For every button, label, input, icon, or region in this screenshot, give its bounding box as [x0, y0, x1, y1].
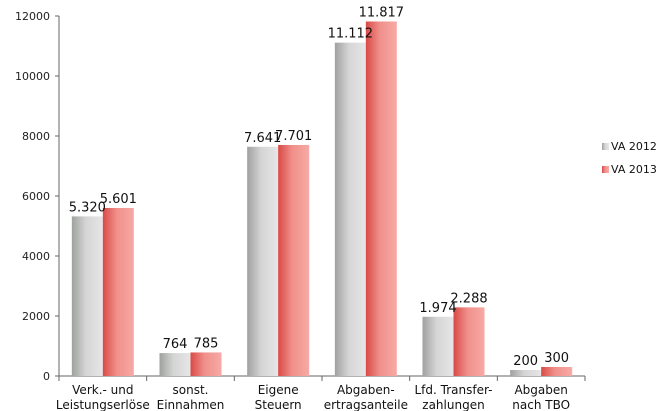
x-tick-label: nach TBO: [512, 398, 570, 411]
data-label: 7.701: [275, 129, 312, 144]
bar-va-2013: [453, 307, 485, 376]
data-label: 5.320: [69, 200, 106, 215]
bar-va-2012: [510, 370, 542, 376]
y-tick-label: 8000: [22, 130, 50, 143]
data-labels: 5.320 764 7.641 11.112 1.974 200 5.601 785 7.701…: [69, 5, 569, 369]
bar-va-2012: [71, 216, 103, 376]
data-label: 200: [513, 354, 538, 369]
data-label: 785: [194, 336, 219, 351]
y-tick-label: 2000: [22, 310, 50, 323]
y-tick-label: 6000: [22, 190, 50, 203]
y-tick-label: 4000: [22, 250, 50, 263]
x-tick-label: sonst.: [173, 383, 209, 397]
y-tick-label: 0: [43, 370, 50, 383]
legend-label: VA 2013: [611, 163, 657, 176]
x-tick-label: Einnahmen: [157, 398, 225, 411]
data-label: 2.288: [450, 291, 487, 306]
axes: 0 2000 4000 6000 8000 10000 12000 Verk.- undLei…: [15, 10, 586, 411]
bar-va-2013: [278, 144, 310, 376]
data-label: 11.112: [328, 27, 374, 42]
data-label: 1.974: [419, 301, 456, 316]
legend-swatch: [602, 143, 609, 150]
y-tick-label: 10000: [15, 70, 50, 83]
data-label: 7.641: [244, 131, 281, 146]
x-tick-label: ertragsanteile: [324, 398, 408, 411]
bar-va-2013: [541, 367, 573, 376]
bar-va-2012: [159, 353, 191, 376]
x-tick-label: zahlungen: [422, 398, 484, 411]
bar-va-2012: [422, 316, 454, 376]
x-tick-label: Abgaben: [514, 383, 567, 397]
x-tick-label: Lfd. Transfer-: [415, 383, 493, 397]
bar-va-2013: [190, 352, 222, 376]
data-label: 300: [544, 351, 569, 366]
x-tick-label: Leistungserlöse: [56, 398, 150, 411]
x-tick-label: Verk.- und: [72, 383, 133, 397]
bars: [71, 21, 573, 377]
data-label: 11.817: [359, 5, 405, 20]
legend-label: VA 2012: [611, 140, 657, 153]
x-tick-label: Abgaben-: [337, 383, 395, 397]
legend: VA 2012 VA 2013: [602, 140, 657, 176]
bar-va-2012: [334, 42, 366, 376]
x-tick-label: Steuern: [255, 398, 302, 411]
x-tick-label: Eigene: [258, 383, 299, 397]
bar-va-2013: [102, 207, 134, 376]
data-label: 764: [163, 337, 188, 352]
bar-va-2013: [365, 21, 397, 377]
y-tick-label: 12000: [15, 10, 50, 23]
data-label: 5.601: [100, 192, 137, 207]
legend-swatch: [602, 166, 609, 173]
bar-va-2012: [247, 146, 279, 376]
